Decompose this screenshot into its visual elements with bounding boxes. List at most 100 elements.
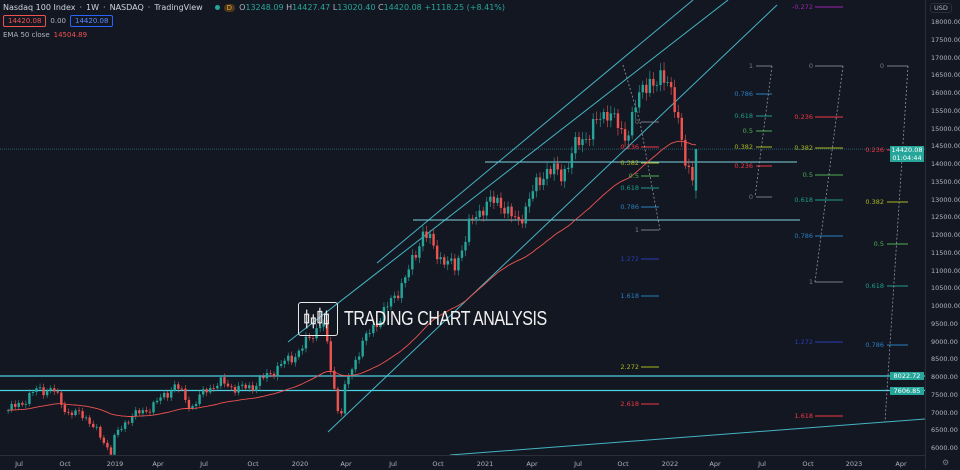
channel-trend-line (449, 418, 925, 455)
time-tick-label: Apr (340, 460, 352, 468)
candle (513, 216, 517, 218)
candle (616, 113, 620, 128)
fib-level-label: 0.382 (734, 143, 753, 151)
candle (482, 210, 485, 216)
candle (116, 429, 120, 435)
candle (450, 258, 453, 261)
candle (570, 153, 574, 168)
candle (496, 197, 499, 203)
candle (74, 410, 77, 416)
time-tick-label: Oct (59, 460, 71, 468)
time-axis[interactable]: Jul Oct 2019 Apr Jul Oct 2020 Apr Jul Oct 2021 Apr J… (0, 455, 925, 470)
fib-level-label: 1.272 (620, 255, 639, 263)
fib-level-label: 0.5 (873, 240, 884, 248)
candle (471, 218, 474, 220)
ema-legend[interactable]: EMA 50 close 14504.89 (3, 31, 87, 39)
candle (194, 404, 198, 407)
candle (542, 178, 545, 186)
candle (28, 392, 31, 404)
candle (627, 135, 630, 141)
ema-50-line (8, 140, 697, 417)
candle (223, 377, 226, 384)
fib-level-label: 0.5 (742, 127, 753, 135)
time-tick-label: 2019 (106, 460, 124, 468)
candle (304, 336, 308, 349)
candle (63, 404, 67, 412)
price-axis[interactable]: USD 18000.00 17500.00 17000.00 16500.00 1600… (890, 0, 960, 469)
candle (21, 402, 24, 405)
candle (81, 411, 84, 419)
candle (141, 410, 145, 414)
candle (35, 388, 38, 393)
fib-level-label: 0.382 (865, 198, 884, 206)
candle (620, 127, 623, 130)
fib-level-label: 2.618 (620, 400, 639, 408)
candle (301, 348, 304, 351)
candle (531, 191, 535, 199)
candle (485, 201, 488, 216)
candle (233, 387, 237, 393)
candle (691, 167, 694, 181)
symbol-name[interactable]: Nasdaq 100 Index (3, 3, 76, 12)
price-tick-label: 18000.00 (931, 18, 960, 26)
candle (279, 364, 283, 366)
candle (148, 411, 152, 413)
candle (609, 113, 613, 121)
candle (641, 84, 644, 93)
fib-level-label: 0.618 (620, 184, 639, 192)
brand-watermark: TRADING CHART ANALYSIS (298, 302, 598, 336)
candle (375, 324, 379, 328)
price-tick-label: 10500.00 (931, 284, 960, 293)
candle (88, 417, 91, 424)
candle (382, 307, 386, 321)
candle (407, 269, 410, 278)
time-tick-label: Apr (526, 460, 538, 468)
candle (521, 219, 524, 224)
candle (464, 241, 467, 251)
candle (255, 385, 258, 391)
candle (684, 139, 687, 166)
candle (645, 84, 648, 93)
candle (113, 434, 116, 455)
fib-level-label: 0.786 (734, 90, 753, 98)
price-chart[interactable] (0, 0, 925, 455)
price-tick-label: 15500.00 (931, 106, 960, 115)
price-tick-label: 6500.00 (931, 426, 958, 435)
price-tick-label: 14500.00 (931, 142, 960, 151)
currency-selector[interactable]: USD (930, 3, 952, 13)
price-tick-label: 14000.00 (931, 160, 960, 168)
candle (368, 333, 371, 334)
candle (354, 359, 357, 370)
candle (92, 423, 95, 428)
candle (127, 422, 130, 424)
level-badge: 8022.72 (890, 372, 924, 380)
candle (567, 167, 570, 169)
fib-trend-dashed-line (884, 65, 909, 423)
fib-level-label: 0.382 (794, 144, 813, 152)
candle (545, 168, 549, 179)
settings-gear-icon[interactable]: ⚙ (942, 458, 950, 467)
interval[interactable]: 1W (86, 3, 100, 12)
candle (467, 218, 471, 242)
candle (287, 355, 290, 361)
candle (134, 410, 137, 417)
time-tick-label: 2020 (291, 460, 309, 468)
candle (379, 320, 382, 328)
candle (478, 210, 481, 218)
price-tick-label: 7000.00 (931, 408, 958, 417)
spread: 0.00 (50, 17, 66, 25)
time-tick-label: Jul (15, 460, 23, 468)
candle (556, 163, 559, 170)
candle (393, 295, 396, 299)
time-tick-label: Jul (574, 460, 582, 468)
sell-button[interactable]: 14420.08 (3, 15, 47, 27)
fib-level-label: 1 (634, 226, 639, 234)
bar-countdown: 01:04:44 (892, 154, 922, 162)
buy-button[interactable]: 14420.08 (70, 15, 114, 27)
candlestick-logo-icon (298, 302, 338, 336)
candle (499, 197, 503, 208)
candle (49, 388, 52, 391)
price-tick-label: 6000.00 (931, 444, 958, 452)
candle (201, 389, 205, 395)
candle (428, 233, 432, 239)
